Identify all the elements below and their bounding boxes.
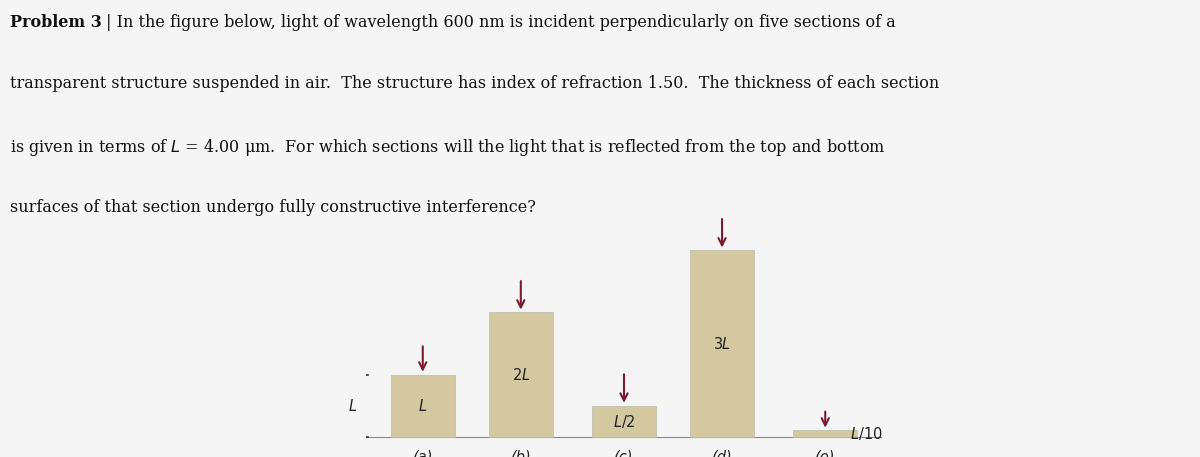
Text: (e): (e) xyxy=(815,449,835,457)
Text: is given in terms of $L$ = 4.00 μm.  For which sections will the light that is r: is given in terms of $L$ = 4.00 μm. For … xyxy=(10,137,886,158)
Bar xyxy=(592,406,656,437)
Text: (b): (b) xyxy=(510,449,532,457)
Bar xyxy=(793,430,857,437)
Text: $\/L/10$: $\/L/10$ xyxy=(848,425,883,442)
Text: transparent structure suspended in air.  The structure has index of refraction 1: transparent structure suspended in air. … xyxy=(10,75,938,92)
Text: $2L$: $2L$ xyxy=(511,367,530,383)
Text: Problem 3: Problem 3 xyxy=(10,14,101,31)
Text: $L/2$: $L/2$ xyxy=(613,413,635,430)
Text: (d): (d) xyxy=(712,449,732,457)
Bar xyxy=(391,375,455,437)
Text: surfaces of that section undergo fully constructive interference?: surfaces of that section undergo fully c… xyxy=(10,199,535,216)
Bar xyxy=(488,313,553,437)
Text: | In the figure below, light of wavelength 600 nm is incident perpendicularly on: | In the figure below, light of waveleng… xyxy=(101,14,896,31)
Text: $L$: $L$ xyxy=(348,398,358,414)
Bar xyxy=(690,250,754,437)
Text: (c): (c) xyxy=(614,449,634,457)
Text: (a): (a) xyxy=(413,449,433,457)
Text: $3L$: $3L$ xyxy=(713,335,731,351)
Text: $L$: $L$ xyxy=(418,398,427,414)
